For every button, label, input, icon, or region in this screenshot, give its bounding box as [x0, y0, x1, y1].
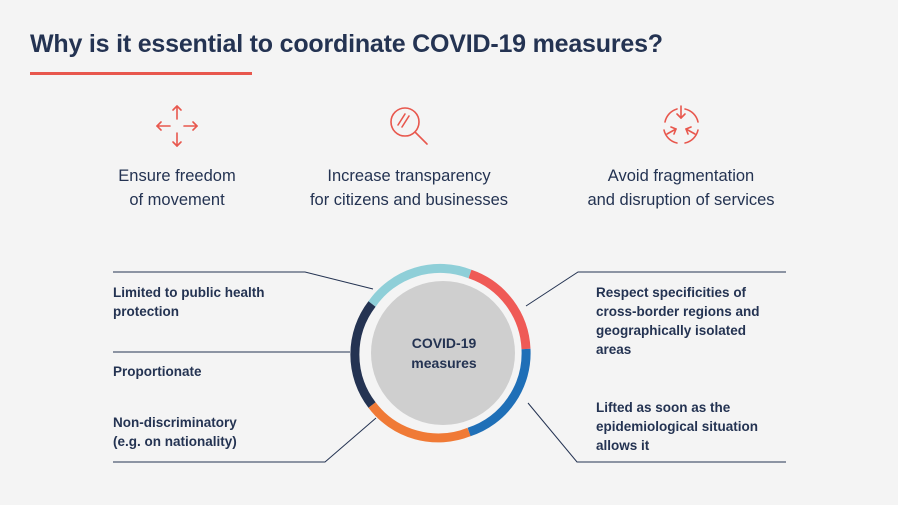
arrows-in-icon: [551, 100, 811, 152]
benefit-label: Avoid fragmentation and disruption of ser…: [587, 167, 775, 209]
ring-segment-light-blue: [368, 263, 472, 307]
left-item-non-discriminatory: Non-discriminatory (e.g. on nationality): [113, 415, 237, 449]
left-item-proportionate: Proportionate: [113, 364, 202, 379]
benefit-label: Increase transparency for citizens and bu…: [309, 167, 509, 209]
ring-segment-navy: [350, 301, 376, 408]
right-item-cross-border: Respect specificities of cross-border reg…: [596, 285, 760, 357]
benefit-transparency: Increase transparency for citizens and bu…: [279, 100, 539, 212]
title-underline: [30, 72, 252, 75]
benefit-label: Ensure freedom of movement: [118, 167, 236, 209]
magnifier-icon: [279, 100, 539, 152]
left-item-public-health: Limited to public health protection: [113, 285, 265, 319]
benefit-avoid-fragmentation: Avoid fragmentation and disruption of ser…: [551, 100, 811, 212]
center-label: COVID-19 measures: [411, 335, 477, 371]
ring-segment-orange: [368, 402, 471, 443]
right-item-lifted: Lifted as soon as the epidemiological sit…: [596, 400, 759, 453]
arrows-out-icon: [47, 100, 307, 152]
benefit-freedom-of-movement: Ensure freedom of movement: [47, 100, 307, 212]
page-title: Why is it essential to coordinate COVID-…: [30, 30, 663, 58]
